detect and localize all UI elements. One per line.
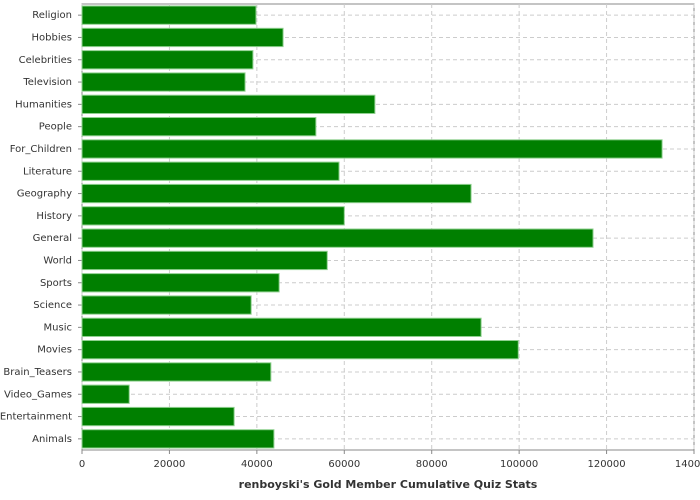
bar [81, 139, 663, 159]
x-tick-label: 80000 [416, 459, 448, 470]
x-tick-label: 120000 [587, 459, 625, 470]
y-tick-label: Hobbies [32, 32, 72, 43]
bar [81, 206, 345, 226]
bar [81, 340, 519, 360]
bar [81, 429, 275, 449]
y-tick-label: People [39, 122, 72, 133]
y-tick-label: Animals [32, 434, 72, 445]
y-tick-label: Music [44, 322, 72, 333]
bar [81, 94, 376, 114]
y-tick-label: Video_Games [4, 389, 72, 400]
x-tick-label: 40000 [241, 459, 273, 470]
bar [81, 384, 130, 404]
y-tick-label: World [43, 255, 72, 266]
bar [81, 183, 472, 204]
y-tick-label: Television [22, 77, 72, 88]
bar [81, 72, 246, 92]
bar [81, 273, 280, 293]
y-tick-label: Humanities [15, 99, 72, 110]
bar [81, 362, 272, 382]
x-tick-label: 20000 [154, 459, 186, 470]
bar [81, 161, 340, 181]
y-tick-label: Religion [32, 10, 72, 21]
x-tick-label: 60000 [328, 459, 360, 470]
y-tick-label: History [36, 211, 72, 222]
y-tick-label: Literature [23, 166, 72, 177]
bar [81, 317, 482, 337]
bar [81, 27, 284, 48]
y-tick-label: Movies [37, 345, 72, 356]
bar [81, 250, 328, 271]
y-tick-label: Brain_Teasers [3, 367, 72, 378]
bar [81, 406, 235, 427]
bar [81, 228, 594, 248]
plot-area [81, 3, 695, 451]
y-tick-label: Science [33, 300, 72, 311]
bar [81, 295, 252, 315]
x-tick-label: 140000 [675, 459, 700, 470]
y-tick-label: Celebrities [19, 55, 72, 66]
y-tick-label: General [33, 233, 72, 244]
x-axis-label: renboyski's Gold Member Cumulative Quiz … [239, 478, 538, 491]
x-tick-label: 0 [79, 459, 85, 470]
bar [81, 5, 257, 25]
bar [81, 50, 254, 70]
bar [81, 117, 317, 137]
x-tick-label: 100000 [500, 459, 538, 470]
y-tick-label: Sports [40, 278, 72, 289]
y-tick-label: Geography [17, 189, 72, 200]
y-tick-label: Entertainment [0, 412, 72, 423]
y-tick-label: For_Children [10, 144, 72, 155]
